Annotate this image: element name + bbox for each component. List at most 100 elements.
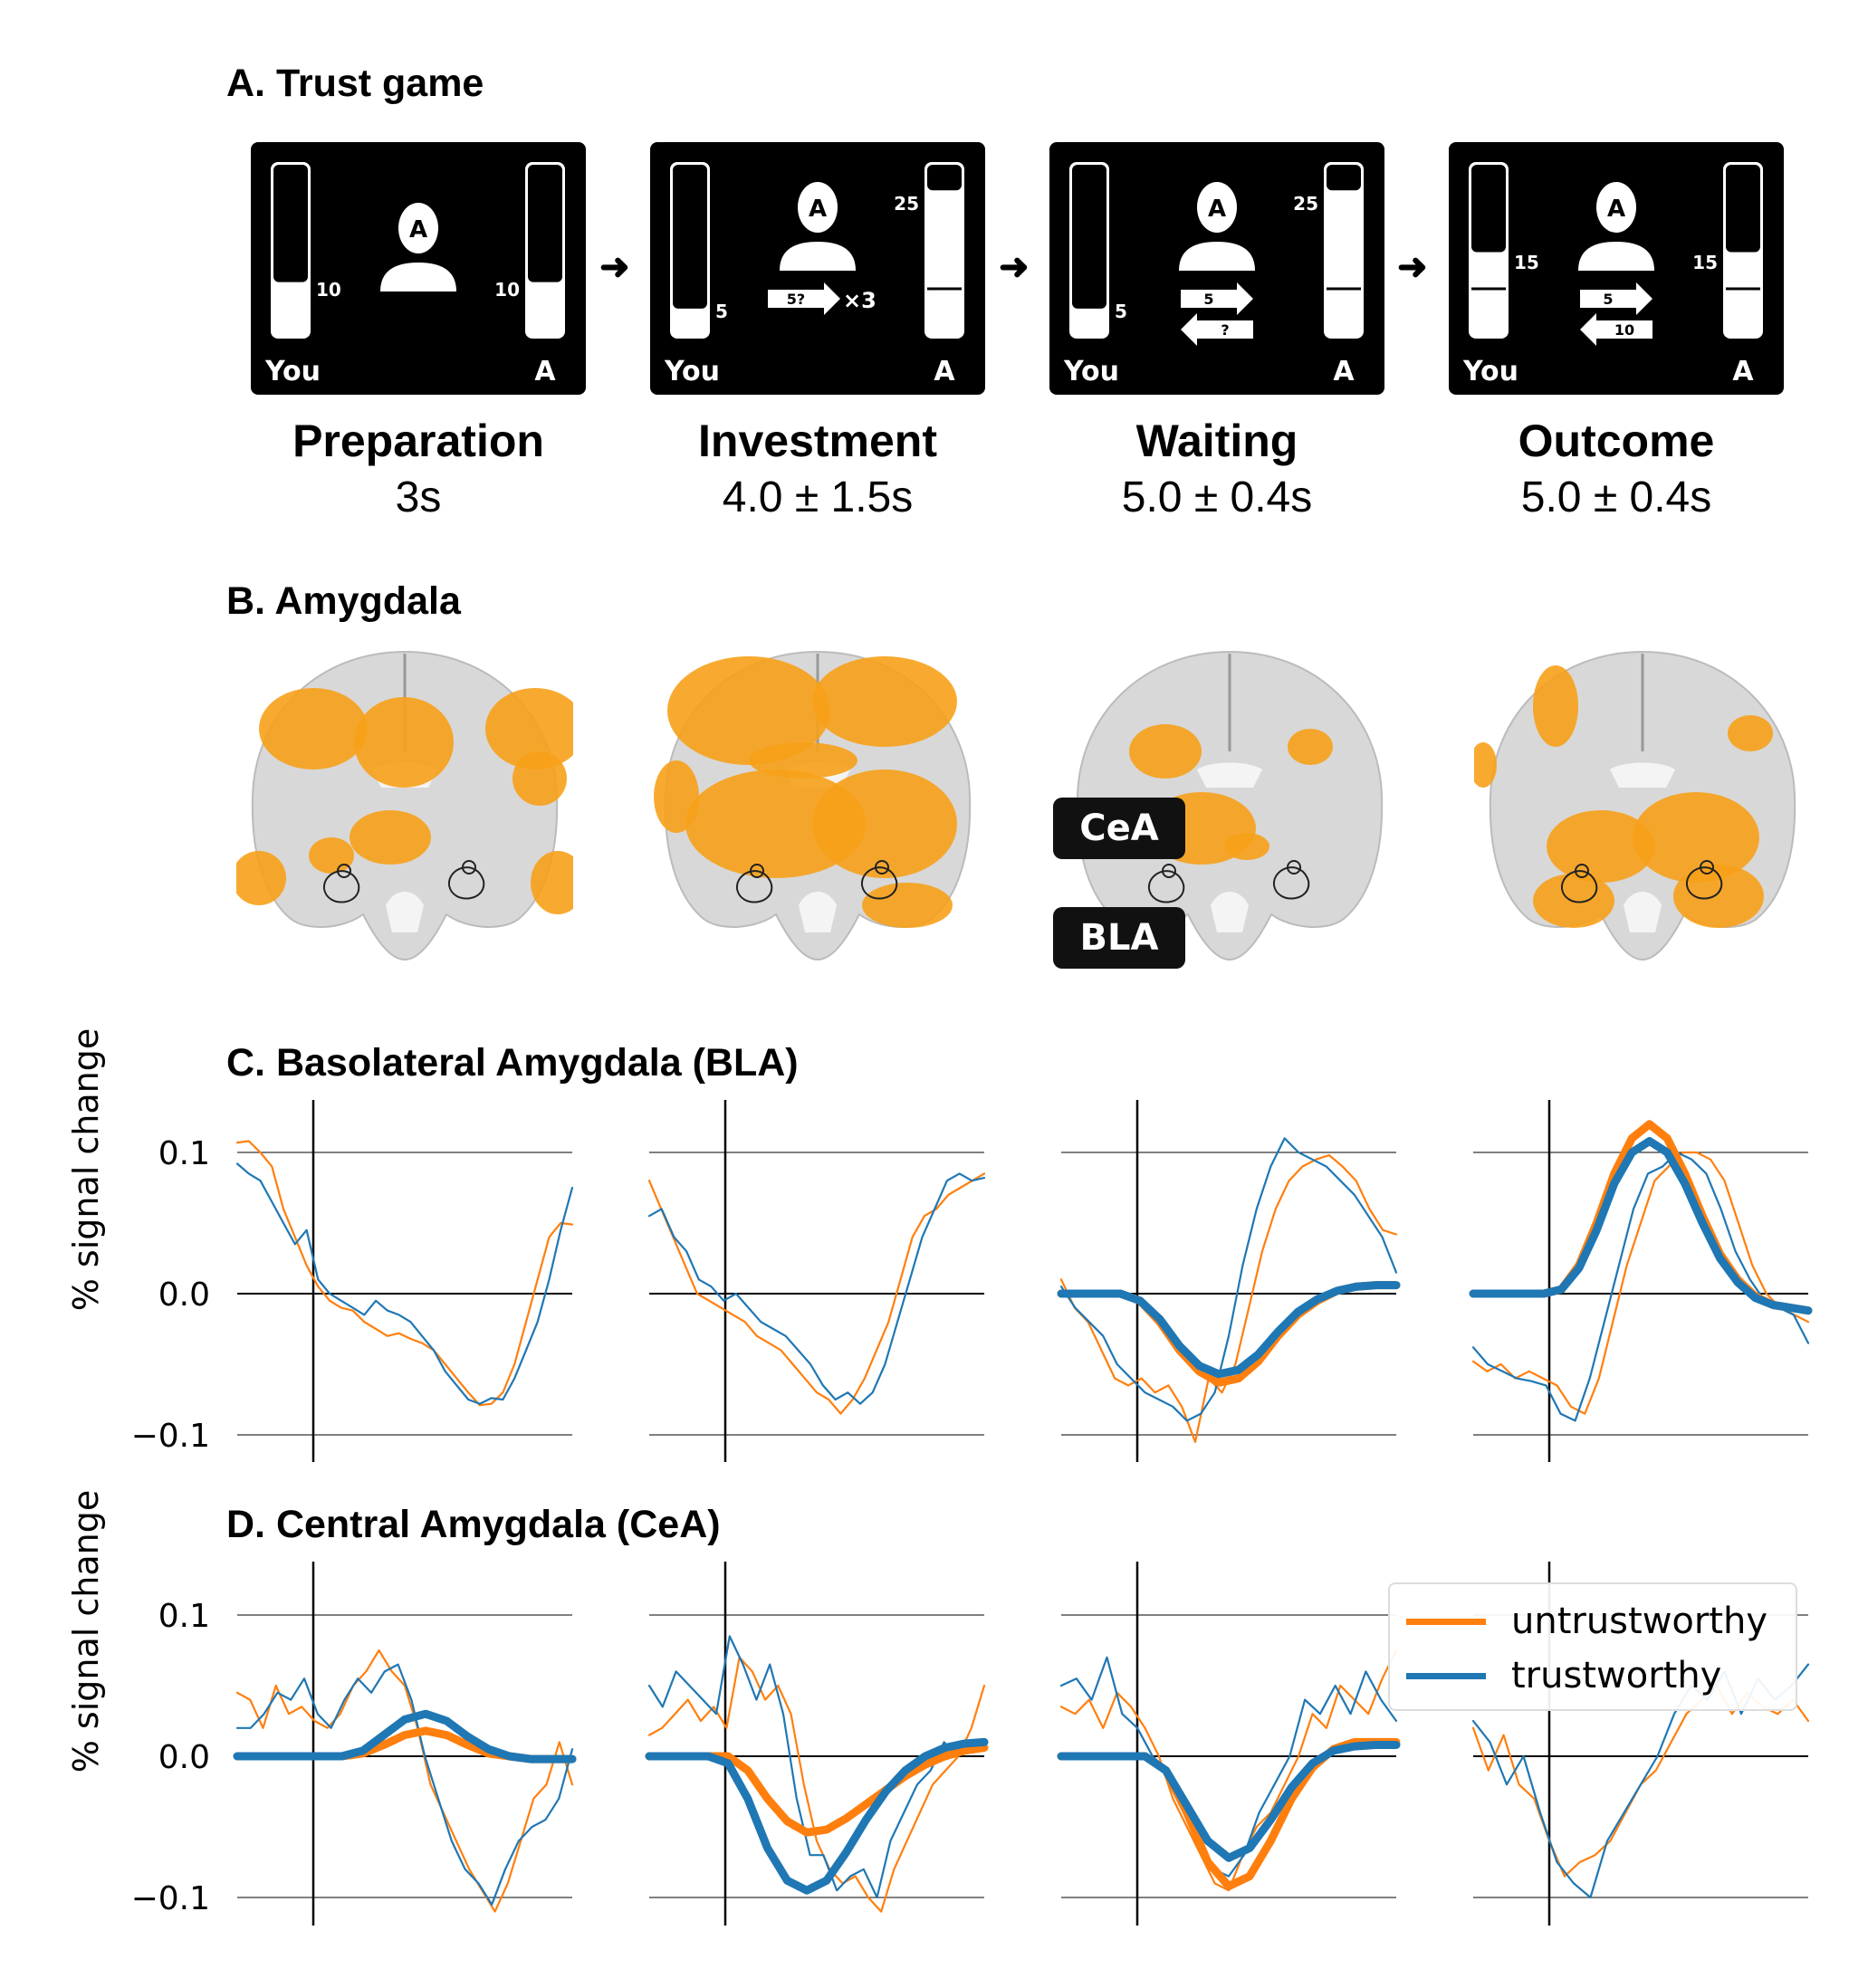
amygdala-outline <box>735 870 773 903</box>
cea-outline <box>462 860 476 875</box>
series-line-trustworthy-raw <box>647 1635 986 1899</box>
stage-title: Outcome <box>1518 416 1715 466</box>
stage-screen-graphic: You A A 15 15 510 <box>1462 162 1763 387</box>
y-tick-label: 0.1 <box>158 1598 210 1635</box>
brainstem-gap <box>386 892 424 932</box>
activation-cluster <box>1547 810 1655 883</box>
stage-screen-graphic: You A A 5 25 5? ×3 <box>664 162 964 387</box>
legend-swatch-trustworthy <box>1406 1672 1486 1679</box>
stage-screen-graphic: You A A 10 10 <box>264 162 565 387</box>
stage-duration: 5.0 ± 0.4s <box>1520 473 1712 521</box>
series-line-untrustworthy-fit <box>1057 1737 1401 1890</box>
ventricle <box>1610 762 1675 788</box>
brain-slice <box>236 650 573 961</box>
partner-label: A <box>534 356 556 387</box>
send-arrow-label: 5 <box>1203 291 1213 308</box>
series-line-untrustworthy-raw <box>1059 1153 1398 1443</box>
legend-label-untrustworthy: untrustworthy <box>1511 1601 1768 1642</box>
brain-slice <box>654 650 972 961</box>
amygdala-outline <box>447 866 485 900</box>
stage-screen-investment: You A A 5 25 5? ×3 <box>650 142 985 395</box>
series-line-untrustworthy-raw <box>235 1649 574 1913</box>
activation-cluster <box>1673 865 1764 928</box>
avatar-head <box>798 182 838 233</box>
activation-cluster <box>685 769 867 878</box>
legend-label-trustworthy: trustworthy <box>1511 1655 1722 1696</box>
return-arrow <box>1580 313 1652 346</box>
brainstem-gap <box>1211 892 1249 932</box>
avatar-letter: A <box>1208 196 1226 223</box>
activation-cluster <box>862 883 953 928</box>
section-b-title: B. Amygdala <box>226 579 461 623</box>
ventricle <box>1197 762 1262 788</box>
stage-duration: 5.0 ± 0.4s <box>1121 473 1313 521</box>
you-value: 5 <box>715 301 728 322</box>
avatar-body <box>1578 242 1654 271</box>
brainstem-gap <box>1624 892 1662 932</box>
avatar-body <box>780 242 856 271</box>
stage-screen-graphic: You A A 5 25 5? <box>1063 162 1364 387</box>
activation-cluster <box>309 837 354 874</box>
stage-title: Investment <box>698 416 937 466</box>
multiplier-label: ×3 <box>843 288 877 313</box>
activation-cluster <box>1533 665 1578 747</box>
legend-swatch-untrustworthy <box>1406 1618 1486 1625</box>
section-d-title: D. Central Amygdala (CeA) <box>226 1503 721 1546</box>
series-line-untrustworthy-raw <box>647 1656 986 1913</box>
activation-cluster <box>1633 792 1759 883</box>
series-line-untrustworthy-fit <box>233 1726 577 1763</box>
activation-cluster <box>749 742 857 779</box>
chart-panel <box>1469 1100 1813 1462</box>
chart-panel <box>647 1100 986 1462</box>
series-line-trustworthy-fit <box>1057 1741 1401 1862</box>
series-line-trustworthy-fit <box>233 1709 577 1763</box>
cea-outline <box>875 860 889 875</box>
stage-screen-preparation: You A A 10 10 <box>251 142 586 395</box>
amygdala-outline <box>1560 870 1598 903</box>
avatar-letter: A <box>809 196 827 223</box>
you-label: You <box>664 356 720 387</box>
series-line-untrustworthy-raw <box>235 1140 574 1407</box>
activation-cluster <box>259 688 368 769</box>
partner-bar-empty <box>1327 165 1361 191</box>
send-arrow <box>768 282 840 315</box>
avatar-body <box>380 263 456 292</box>
avatar-head <box>1197 182 1237 233</box>
series-line-untrustworthy-raw <box>1471 1151 1810 1415</box>
series-line-trustworthy-raw <box>235 1663 574 1906</box>
activation-cluster <box>513 751 567 806</box>
you-label: You <box>1063 356 1119 387</box>
amygdala-outline <box>860 866 898 900</box>
series-line-trustworthy-raw <box>1471 1151 1810 1422</box>
brainstem-gap <box>799 892 837 932</box>
partner-bar-empty <box>927 165 962 191</box>
cea-tag: CeA <box>1053 798 1185 859</box>
y-tick-label: 0.0 <box>158 1276 210 1314</box>
series-line-trustworthy-raw <box>235 1162 574 1405</box>
partner-label: A <box>1732 356 1754 387</box>
series-line-trustworthy-raw <box>647 1172 986 1405</box>
partner-value: 15 <box>1692 252 1718 273</box>
y-tick-label: −0.1 <box>131 1880 210 1917</box>
avatar-letter: A <box>1607 196 1625 223</box>
stage-screen-waiting: You A A 5 25 5? <box>1049 142 1384 395</box>
activation-cluster <box>812 656 957 747</box>
partner-bar-empty <box>528 165 562 282</box>
partner-value: 10 <box>494 279 520 301</box>
you-bar-empty <box>1072 165 1106 309</box>
series-line-trustworthy-raw <box>1059 1137 1398 1422</box>
series-line-untrustworthy-raw <box>647 1172 986 1415</box>
arrow-icon: ➜ <box>599 247 630 287</box>
partner-bar <box>1324 162 1364 339</box>
amygdala-outline <box>1147 870 1185 903</box>
arrow-icon: ➜ <box>1397 247 1428 287</box>
y-tick-label: −0.1 <box>131 1418 210 1455</box>
activation-cluster <box>1474 742 1497 788</box>
activation-cluster <box>667 656 830 765</box>
series-line-untrustworthy-fit <box>1057 1281 1401 1387</box>
partner-bar-empty <box>1726 165 1760 253</box>
chart-panel <box>645 1562 989 1926</box>
send-arrow <box>1181 282 1253 315</box>
return-arrow <box>1181 313 1253 346</box>
chart-legend: untrustworthy trustworthy <box>1388 1582 1797 1711</box>
